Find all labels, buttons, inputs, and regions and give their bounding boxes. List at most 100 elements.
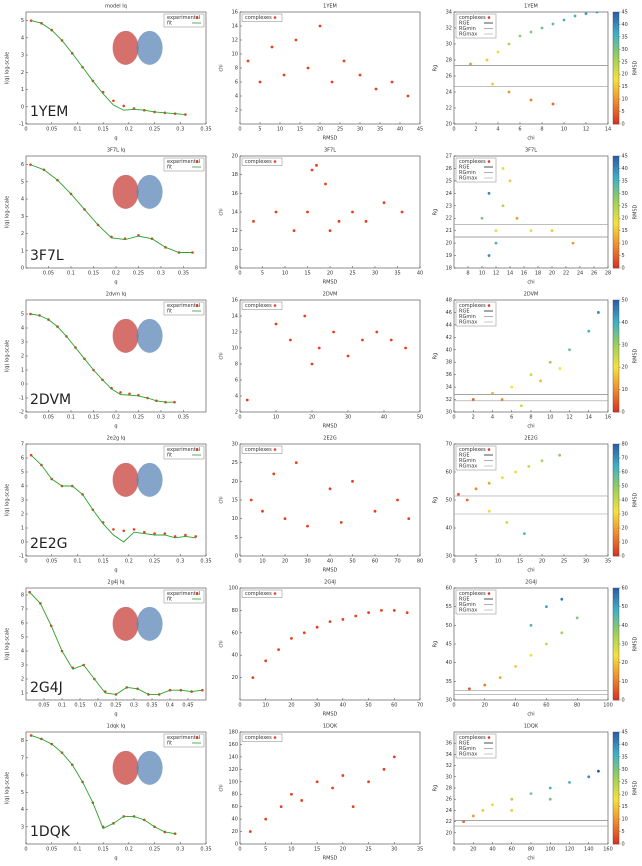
colorbar-tick-label: 35 [622, 34, 628, 40]
data-point [496, 50, 500, 54]
x-tick-label: 10 [282, 271, 288, 277]
x-tick-label: 35 [605, 559, 611, 565]
legend-swatch [487, 448, 491, 451]
colorbar-tick-label: 10 [622, 817, 628, 823]
colorbar-segment [613, 824, 619, 828]
colorbar-segment [613, 51, 619, 55]
colorbar-segment [613, 90, 619, 94]
legend-label: RGE [459, 21, 470, 27]
colorbar-segment [613, 259, 619, 263]
colorbar-segment [613, 480, 619, 484]
colorbar-segment [613, 256, 619, 260]
colorbar-segment [613, 234, 619, 238]
y-tick-label: 2 [21, 677, 24, 683]
y-tick-label: 34 [446, 385, 452, 391]
x-tick-label: 0 [24, 559, 27, 565]
chart-title: 3F7L [525, 148, 537, 154]
y-tick-label: 100 [228, 586, 238, 592]
colorbar-segment [613, 209, 619, 213]
x-tick-label: 0.15 [98, 127, 109, 133]
colorbar-segment [613, 203, 619, 207]
legend-swatch [273, 304, 277, 307]
colorbar-tick-label: 20 [622, 365, 628, 371]
colorbar-tick-label: 60 [622, 586, 628, 592]
x-tick-label: 25 [337, 127, 343, 133]
x-tick-label: 0.1 [67, 271, 75, 277]
colorbar-segment [613, 167, 619, 171]
y-tick-label: 8 [235, 66, 238, 72]
colorbar-segment [613, 98, 619, 102]
data-point [494, 241, 498, 245]
x-axis-label: q [114, 136, 117, 142]
structure-label: 1DQK [30, 824, 71, 840]
data-point [294, 461, 298, 465]
panel: 1dqk Iq q I(q) log-scale 0 0.05 0.1 0.15 0.2 0.2… [5, 724, 212, 862]
legend-label: complexes [245, 15, 272, 21]
colorbar-segment [613, 370, 619, 374]
y-tick-label: 40 [446, 347, 452, 353]
data-point [487, 481, 491, 485]
colorbar-segment [613, 813, 619, 817]
data-point [527, 465, 531, 468]
data-point [246, 59, 250, 63]
colorbar-segment [613, 455, 619, 459]
colorbar-segment [613, 444, 619, 448]
x-tick-label: 0.1 [73, 847, 81, 853]
colorbar-segment [613, 101, 619, 105]
data-point [510, 809, 514, 812]
x-tick-label: 8 [529, 415, 532, 421]
x-axis-label: RMSD [323, 856, 338, 862]
colorbar-segment [613, 624, 619, 628]
data-point [315, 163, 318, 167]
colorbar-segment [613, 104, 619, 108]
legend-swatch [195, 448, 199, 451]
colorbar-segment [613, 644, 619, 648]
y-tick-label: 20 [446, 241, 452, 247]
x-tick-label: 0.2 [125, 127, 133, 133]
colorbar-segment [613, 409, 619, 413]
colorbar-segment [613, 231, 619, 235]
colorbar-segment [613, 466, 619, 470]
y-axis-label: Rg [433, 641, 439, 648]
data-point [491, 391, 494, 395]
data-point [469, 62, 472, 66]
x-tick-label: 40 [417, 271, 423, 277]
data-point [529, 30, 533, 34]
data-point [315, 780, 319, 784]
data-point [351, 210, 354, 214]
x-tick-label: 45 [417, 127, 423, 133]
data-point [392, 755, 396, 759]
data-point [367, 611, 370, 615]
chart-title: 2E2G [323, 436, 337, 442]
panel: 2dvm Iq q I(q) log-scale 0 0.05 0.1 0.15 0.2 0.2… [5, 292, 207, 430]
x-axis-label: RMSD [323, 280, 338, 286]
data-point [529, 623, 533, 627]
panel: 3F7L RMSD chi 0 5 10 15 20 25 30 35 40 8 10 12 14 16 18 20… [219, 148, 424, 286]
x-axis-label: q [114, 280, 117, 286]
colorbar-tick-label: 30 [622, 47, 628, 53]
y-tick-label: 5 [21, 635, 24, 641]
colorbar-tick-label: 45 [622, 154, 628, 160]
colorbar-segment [613, 776, 619, 780]
legend-label: RGE [459, 597, 470, 603]
x-tick-label: 4 [491, 415, 494, 421]
x-tick-label: 40 [381, 415, 387, 421]
colorbar-segment [613, 472, 619, 476]
colorbar-segment [613, 627, 619, 631]
colorbar-segment [613, 217, 619, 221]
colorbar-segment [613, 156, 619, 160]
colorbar-tick-label: 25 [622, 59, 628, 65]
x-tick-label: 0.1 [58, 703, 66, 709]
y-tick-label: 6 [21, 773, 24, 779]
y-tick-label: -1 [19, 554, 24, 560]
colorbar-segment [613, 491, 619, 495]
colorbar-segment [613, 607, 619, 611]
x-tick-label: 10 [273, 415, 279, 421]
colorbar-segment [613, 790, 619, 794]
data-point [331, 786, 334, 790]
colorbar-segment [613, 771, 619, 775]
colorbar-frame [612, 155, 620, 269]
x-tick-label: 10 [495, 559, 501, 565]
colorbar-tick-label: 30 [622, 642, 628, 648]
